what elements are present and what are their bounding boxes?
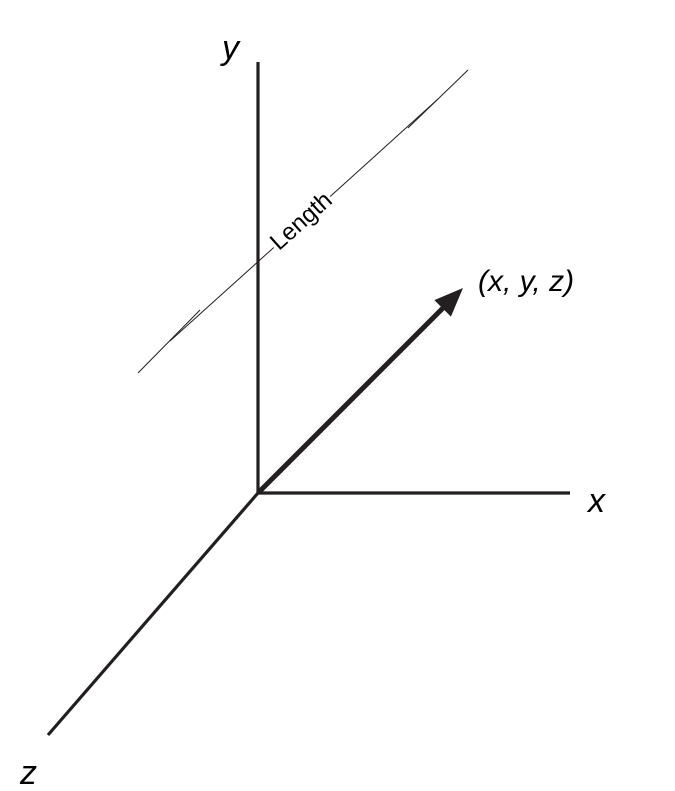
vector-point-label: (x, y, z) — [478, 265, 574, 298]
length-label: Length — [265, 187, 338, 256]
x-axis-label: x — [586, 482, 606, 520]
coordinate-diagram: x y z (x, y, z) Length — [0, 0, 675, 791]
vector-line — [258, 299, 452, 493]
z-axis — [48, 493, 258, 735]
z-axis-label: z — [19, 754, 37, 791]
length-cross-2 — [330, 99, 438, 197]
y-axis-label: y — [220, 29, 241, 67]
length-tick-a — [138, 310, 200, 373]
